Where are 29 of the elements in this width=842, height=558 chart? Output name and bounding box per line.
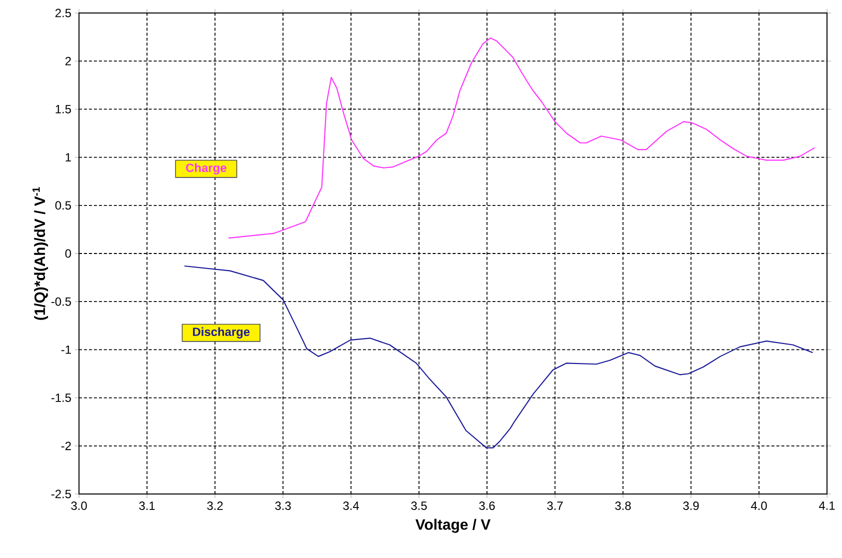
- y-tick-label: -1: [61, 346, 71, 354]
- x-tick-label: 3.6: [479, 502, 495, 510]
- text: Discharge: [193, 327, 250, 338]
- x-tick-label: 3.2: [207, 502, 223, 510]
- y-tick-label: 2.5: [55, 8, 71, 18]
- y-tick-label: -1.5: [51, 394, 71, 402]
- line-series: [184, 265, 814, 448]
- x-tick-label: 3.0: [71, 502, 87, 510]
- x-tick-label: 3.5: [411, 502, 427, 510]
- x-tick-label: 3.4: [343, 502, 359, 510]
- y-tick-label: 0: [65, 249, 72, 258]
- x-tick-label: 3.7: [547, 502, 563, 510]
- line-series: [228, 37, 816, 239]
- text: Charge: [186, 163, 226, 174]
- x-axis-title: Voltage / V: [415, 518, 491, 533]
- x-tick-label: 3.3: [275, 502, 291, 510]
- y-tick-label: -0.5: [51, 297, 71, 306]
- y-axis-title: (1/Q)*d(Ah)/dV / V$^{-1}$: [32, 187, 48, 320]
- y-tick-label: 1: [66, 153, 71, 162]
- x-tick-label: 4.1: [818, 502, 835, 510]
- x-tick-label: 3.8: [615, 502, 631, 510]
- y-tick-label: 2: [65, 56, 71, 66]
- x-tick-label: 4.0: [750, 502, 767, 510]
- y-tick-label: 0.5: [55, 201, 71, 210]
- y-tick-label: 1.5: [56, 105, 71, 114]
- y-tick-label: -2.5: [51, 490, 71, 498]
- y-tick-label: -2: [61, 442, 71, 450]
- x-tick-label: 3.9: [683, 502, 699, 510]
- x-tick-label: 3.1: [139, 502, 155, 510]
